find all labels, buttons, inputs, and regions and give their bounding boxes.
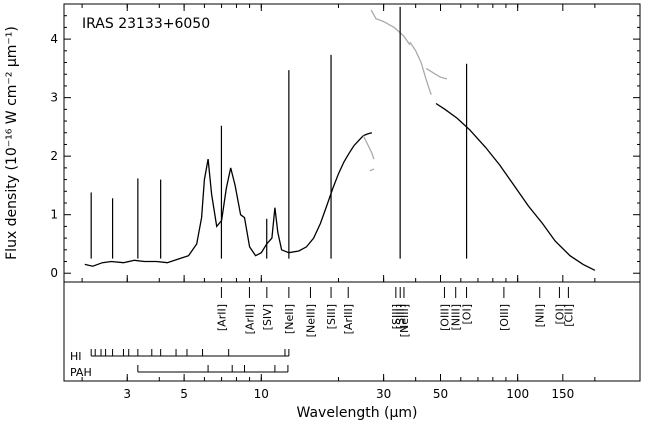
line-id-label: [ArIII] xyxy=(342,304,355,334)
spectrum-line xyxy=(84,132,373,267)
y-axis-title: Flux density (10⁻¹⁶ W cm⁻² μm⁻¹) xyxy=(4,26,20,260)
line-id-label: [ArII] xyxy=(215,304,228,331)
emission-peaks xyxy=(90,6,468,259)
line-id-label: [NeII] xyxy=(283,304,296,334)
pah-bands-row: PAH xyxy=(70,365,289,379)
lines-frame xyxy=(63,281,641,382)
y-tick-label: 2 xyxy=(50,149,58,163)
line-id-label: [OI] xyxy=(553,304,566,325)
line-id-label: [NIII] xyxy=(450,304,463,331)
spectrum-line xyxy=(362,135,375,160)
line-id-label: [SIII] xyxy=(325,304,338,329)
x-tick-label: 100 xyxy=(506,387,529,401)
pah-row-label: PAH xyxy=(70,366,92,379)
spectrum-line xyxy=(369,168,375,172)
y-tick-label: 1 xyxy=(50,208,58,222)
line-id-label: [SIII] xyxy=(390,304,403,329)
spectrum-line xyxy=(425,67,448,80)
x-tick-label: 50 xyxy=(433,387,448,401)
object-name: IRAS 23133+6050 xyxy=(82,16,210,32)
spectrum-line xyxy=(435,102,596,271)
line-id-label: [SIV] xyxy=(261,304,274,330)
plot-frame xyxy=(63,3,641,283)
spectrum-line xyxy=(370,9,411,46)
x-tick-label: 3 xyxy=(123,387,131,401)
line-identifications: [ArII] [ArIII] [SIV] [NeII] [NeIII] [SIII] [Ar… xyxy=(215,287,575,337)
hi-lines-row: HI xyxy=(70,349,290,363)
line-id-label: [CII] xyxy=(562,304,575,327)
line-id-label: [NeIII] xyxy=(398,304,411,337)
line-id-label: [OIII] xyxy=(498,304,511,331)
hi-row-label: HI xyxy=(70,350,82,363)
x-tick-label: 5 xyxy=(180,387,188,401)
line-id-label: [NII] xyxy=(534,304,547,327)
line-id-label: [ArIII] xyxy=(243,304,256,334)
spectrum-line xyxy=(409,41,432,95)
x-tick-label: 150 xyxy=(551,387,574,401)
x-tick-label: 10 xyxy=(254,387,269,401)
y-tick-label: 3 xyxy=(50,91,58,105)
y-tick-label: 0 xyxy=(50,266,58,280)
line-id-label: [OI] xyxy=(461,304,474,325)
line-id-label: [OIII] xyxy=(439,304,452,331)
spectrum-series xyxy=(84,9,596,271)
line-id-label: [SiII] xyxy=(394,304,407,329)
y-tick-label: 4 xyxy=(50,32,58,46)
x-axis-title: Wavelength (μm) xyxy=(297,405,418,421)
x-tick-label: 30 xyxy=(376,387,391,401)
line-id-label: [NeIII] xyxy=(305,304,318,337)
x-ticks: 3 5 10 30 50 100 150 xyxy=(81,4,596,401)
y-ticks: 0 1 2 3 4 xyxy=(50,15,640,280)
